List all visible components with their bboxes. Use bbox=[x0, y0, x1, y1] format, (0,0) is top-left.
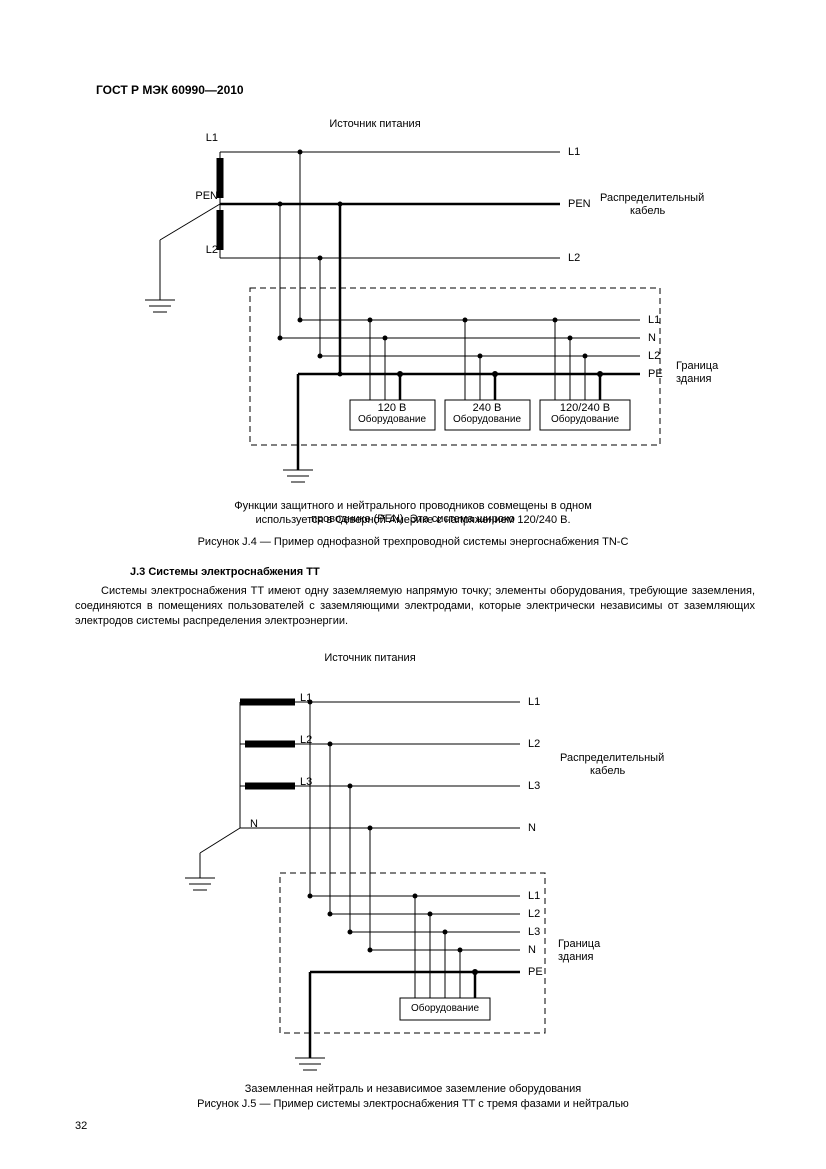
j4-eq120-t: Оборудование bbox=[358, 414, 426, 426]
j4-l1-left: L1 bbox=[206, 132, 218, 145]
j5-l3-right: L3 bbox=[528, 780, 540, 793]
j4-dist-2: кабель bbox=[630, 205, 665, 218]
j5-l2-left: L2 bbox=[300, 734, 312, 747]
j4-caption: Рисунок J.4 — Пример однофазной трехпров… bbox=[198, 536, 629, 549]
j5-inner-l1: L1 bbox=[528, 890, 540, 903]
j5-inner-l3: L3 bbox=[528, 926, 540, 939]
fig-j5-source-label: Источник питания bbox=[324, 652, 415, 665]
j4-l1-right: L1 bbox=[568, 146, 580, 159]
j4-l2-left: L2 bbox=[206, 244, 218, 257]
j4-l2-right: L2 bbox=[568, 252, 580, 265]
j4-inner-pe: PE bbox=[648, 368, 663, 381]
j5-caption: Рисунок J.5 — Пример системы электроснаб… bbox=[197, 1098, 629, 1111]
j4-eq120240-t: Оборудование bbox=[551, 414, 619, 426]
page-number: 32 bbox=[75, 1120, 87, 1132]
standard-code: ГОСТ Р МЭК 60990—2010 bbox=[96, 83, 244, 97]
j5-n-left: N bbox=[250, 818, 258, 831]
j5-n-right: N bbox=[528, 822, 536, 835]
j5-l1-right: L1 bbox=[528, 696, 540, 709]
j5-l3-left: L3 bbox=[300, 776, 312, 789]
j5-dist-1: Распределительный bbox=[560, 752, 664, 765]
j5-boundary-2: здания bbox=[558, 951, 594, 964]
j5-boundary-1: Граница bbox=[558, 938, 600, 951]
j4-dist-1: Распределительный bbox=[600, 192, 704, 205]
j5-inner-n: N bbox=[528, 944, 536, 957]
j4-inner-l2: L2 bbox=[648, 350, 660, 363]
j5-inner-l2: L2 bbox=[528, 908, 540, 921]
j4-pen-left: PEN bbox=[195, 190, 218, 203]
j4-eq240-t: Оборудование bbox=[453, 414, 521, 426]
j5-eq-label: Оборудование bbox=[411, 1003, 479, 1015]
j4-pen-right: PEN bbox=[568, 198, 591, 211]
j4-inner-l1: L1 bbox=[648, 314, 660, 327]
j5-l2-right: L2 bbox=[528, 738, 540, 751]
section-j3-paragraph: Системы электроснабжения TT имеют одну з… bbox=[75, 584, 755, 629]
j4-boundary-2: здания bbox=[676, 373, 712, 386]
j4-note-2: используется в Северной Америке с напряж… bbox=[255, 514, 570, 527]
j5-l1-left: L1 bbox=[300, 692, 312, 705]
fig-j4-svg bbox=[100, 110, 750, 510]
j5-inner-pe: PE bbox=[528, 966, 543, 979]
j4-inner-n: N bbox=[648, 332, 656, 345]
section-j3-heading: J.3 Системы электроснабжения TT bbox=[130, 566, 320, 578]
j5-note: Заземленная нейтраль и независимое зазем… bbox=[245, 1083, 581, 1096]
j4-boundary-1: Граница bbox=[676, 360, 718, 373]
fig-j5-svg bbox=[100, 668, 750, 1088]
j5-dist-2: кабель bbox=[590, 765, 625, 778]
